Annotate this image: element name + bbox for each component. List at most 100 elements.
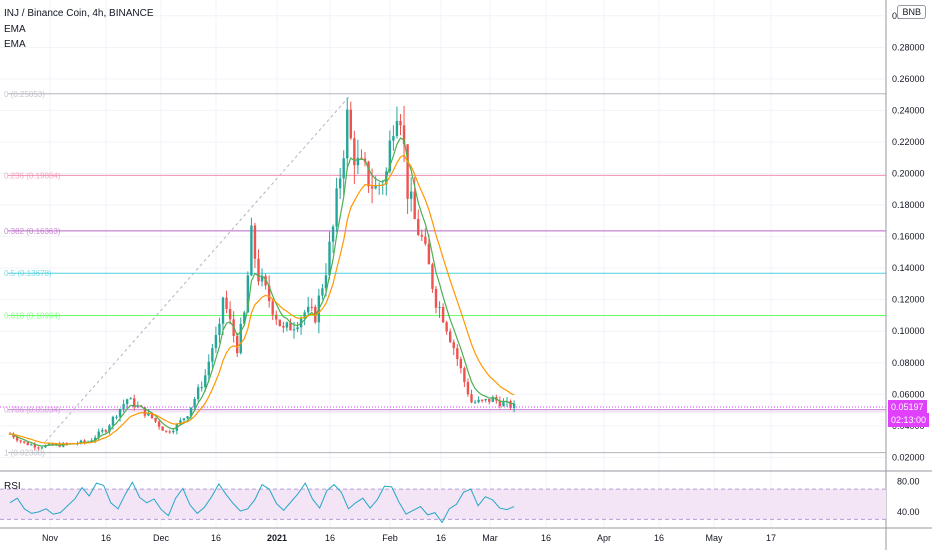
- candle-body-49: [182, 418, 186, 421]
- y-tick-5: 0.20000: [892, 168, 925, 178]
- x-tick-13: 17: [766, 533, 776, 543]
- candle-body-115: [417, 219, 420, 235]
- x-tick-7: 16: [436, 533, 446, 543]
- candle-body-102: [370, 186, 374, 189]
- candle-body-67: [246, 275, 250, 313]
- candle-body-42: [157, 421, 161, 427]
- candle-body-33: [125, 399, 129, 405]
- candle-body-130: [470, 394, 473, 403]
- candle-body-101: [367, 161, 370, 187]
- candle-body-128: [463, 368, 466, 383]
- rsi-tick-1: 40.00: [897, 507, 920, 517]
- candle-body-62: [228, 308, 232, 320]
- candle-body-95: [346, 109, 349, 159]
- candle-body-103: [374, 185, 377, 189]
- rsi-legend[interactable]: RSI: [4, 481, 21, 492]
- candle-body-112: [406, 144, 409, 199]
- candle-body-38: [143, 407, 147, 416]
- candle-body-131: [473, 402, 477, 404]
- candle-body-81: [296, 327, 299, 330]
- candle-body-51: [189, 407, 193, 417]
- rsi-band: [0, 489, 886, 520]
- countdown-tag: 02:13:00: [888, 413, 930, 427]
- ema-legend-1[interactable]: EMA: [4, 24, 26, 35]
- candle-body-125: [452, 342, 455, 349]
- candle-body-96: [349, 109, 352, 139]
- fib-label-6: 1 (0.02300): [4, 449, 45, 458]
- y-tick-8: 0.14000: [892, 263, 925, 273]
- candle-body-8: [37, 447, 40, 449]
- candle-body-54: [200, 387, 203, 389]
- candle-body-20: [79, 440, 83, 444]
- candle-body-58: [214, 334, 218, 349]
- candle-body-118: [427, 243, 431, 265]
- candle-body-98: [356, 157, 360, 166]
- candle-body-57: [211, 348, 214, 362]
- candle-body-142: [512, 403, 516, 409]
- x-tick-10: Apr: [597, 533, 611, 543]
- candle-body-80: [292, 329, 296, 331]
- candle-body-9: [40, 447, 44, 449]
- candle-body-50: [186, 416, 189, 419]
- candle-body-11: [47, 443, 51, 446]
- candle-body-64: [236, 335, 239, 354]
- candle-body-121: [438, 306, 441, 308]
- candle-body-7: [33, 444, 37, 448]
- candle-body-71: [260, 275, 264, 282]
- y-tick-6: 0.18000: [892, 200, 925, 210]
- candle-body-59: [218, 323, 221, 335]
- candle-body-136: [491, 397, 494, 402]
- x-tick-4: 2021: [267, 533, 287, 543]
- candle-body-46: [172, 430, 175, 433]
- y-tick-1: 0.28000: [892, 42, 925, 52]
- candle-body-84: [307, 306, 310, 313]
- rsi-tick-0: 80.00: [897, 477, 920, 487]
- x-tick-0: Nov: [42, 533, 59, 543]
- ema-fast-line: [9, 137, 515, 447]
- fib-label-3: 0.5 (0.13678): [4, 269, 52, 278]
- candle-body-123: [445, 322, 448, 332]
- candle-body-68: [250, 225, 253, 276]
- candle-body-111: [402, 125, 406, 145]
- x-tick-12: May: [705, 533, 723, 543]
- candle-body-139: [502, 402, 505, 407]
- last-price-tag: 0.05197: [888, 400, 927, 414]
- candle-body-79: [289, 322, 292, 331]
- y-tick-14: 0.02000: [892, 452, 925, 462]
- candle-body-83: [303, 312, 306, 319]
- candle-body-134: [484, 398, 487, 401]
- candle-body-110: [399, 120, 402, 126]
- candle-body-56: [207, 361, 210, 376]
- x-tick-1: 16: [101, 533, 111, 543]
- candle-body-5: [26, 442, 29, 446]
- y-tick-11: 0.08000: [892, 358, 925, 368]
- candle-body-24: [94, 437, 97, 441]
- ema-legend-2[interactable]: EMA: [4, 39, 26, 50]
- candle-body-117: [424, 236, 427, 244]
- y-tick-10: 0.10000: [892, 326, 925, 336]
- candle-body-40: [150, 412, 154, 418]
- currency-badge[interactable]: BNB: [897, 5, 926, 19]
- x-tick-2: Dec: [153, 533, 170, 543]
- candle-body-69: [253, 225, 257, 259]
- candle-body-70: [257, 258, 260, 282]
- candle-body-45: [168, 431, 171, 433]
- candle-body-85: [310, 306, 313, 308]
- fib-label-2: 0.382 (0.16363): [4, 227, 61, 236]
- candle-body-29: [111, 416, 115, 426]
- x-tick-8: Mar: [482, 533, 498, 543]
- candle-body-94: [342, 158, 345, 179]
- candle-body-27: [104, 430, 108, 432]
- candle-body-97: [353, 138, 356, 166]
- candle-body-92: [335, 188, 338, 227]
- candle-body-113: [409, 191, 413, 199]
- symbol-title[interactable]: INJ / Binance Coin, 4h, BINANCE: [4, 8, 154, 19]
- fib-band: [8, 409, 886, 413]
- candle-body-3: [19, 440, 22, 442]
- ema-slow-line: [9, 154, 515, 445]
- candle-body-120: [434, 288, 438, 308]
- candle-body-90: [328, 241, 331, 276]
- fib-label-5: 0.786 (0.05034): [4, 406, 61, 415]
- trend-line: [45, 94, 352, 442]
